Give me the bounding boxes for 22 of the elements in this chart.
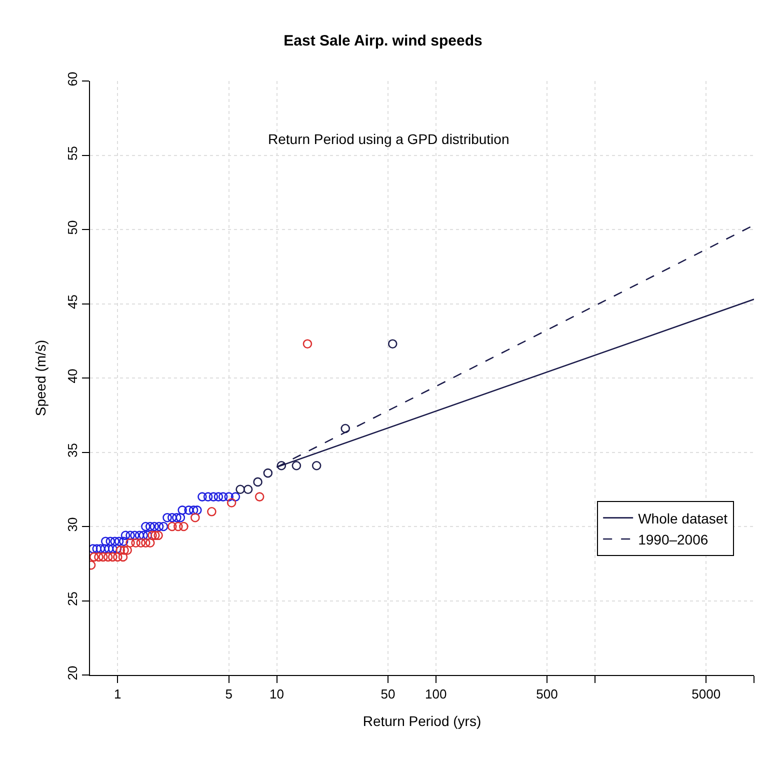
y-tick-label: 60	[64, 72, 80, 86]
annotation: Return Period using a GPD distribution	[268, 131, 510, 147]
y-tick-label: 55	[64, 146, 80, 161]
legend-label: 1990–2006	[638, 531, 708, 548]
x-tick-label: 500	[536, 686, 558, 702]
x-tick-label: 10	[270, 686, 284, 702]
x-tick-label: 1	[114, 686, 122, 702]
x-axis-title: Return Period (yrs)	[362, 712, 482, 729]
x-tick-label: 50	[380, 686, 396, 702]
y-tick-label: 35	[64, 443, 80, 458]
y-tick-label: 25	[64, 592, 80, 606]
x-tick-label: 5	[225, 686, 232, 702]
x-tick-label: 100	[424, 686, 447, 702]
chart-title: East Sale Airp. wind speeds	[284, 32, 482, 50]
y-tick-label: 50	[64, 220, 80, 235]
y-tick-label: 30	[64, 517, 80, 532]
y-axis-title: Speed (m/s)	[32, 340, 48, 416]
y-tick-label: 45	[64, 294, 80, 310]
y-tick-label: 40	[64, 368, 80, 384]
legend-label: Whole dataset	[638, 510, 728, 526]
x-tick-label: 5000	[692, 686, 721, 702]
y-tick-label: 20	[64, 666, 80, 680]
